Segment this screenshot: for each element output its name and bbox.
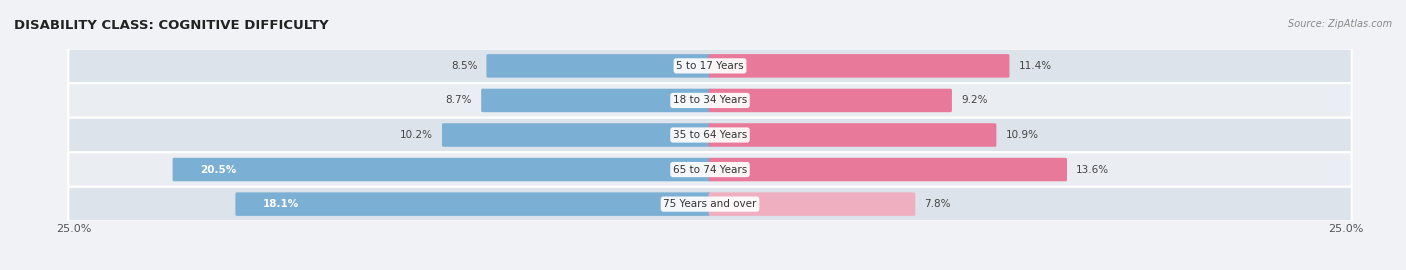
Text: 13.6%: 13.6%: [1076, 164, 1109, 175]
Text: Source: ZipAtlas.com: Source: ZipAtlas.com: [1288, 19, 1392, 29]
FancyBboxPatch shape: [441, 123, 711, 147]
Text: DISABILITY CLASS: COGNITIVE DIFFICULTY: DISABILITY CLASS: COGNITIVE DIFFICULTY: [14, 19, 329, 32]
FancyBboxPatch shape: [69, 49, 1351, 83]
Text: 9.2%: 9.2%: [962, 95, 987, 106]
Text: 8.5%: 8.5%: [451, 61, 477, 71]
Text: 10.9%: 10.9%: [1005, 130, 1039, 140]
FancyBboxPatch shape: [709, 89, 952, 112]
FancyBboxPatch shape: [709, 158, 1067, 181]
FancyBboxPatch shape: [709, 54, 1010, 78]
Text: 8.7%: 8.7%: [446, 95, 472, 106]
FancyBboxPatch shape: [69, 152, 1351, 187]
FancyBboxPatch shape: [69, 83, 1351, 118]
Text: 75 Years and over: 75 Years and over: [664, 199, 756, 209]
Text: 11.4%: 11.4%: [1018, 61, 1052, 71]
FancyBboxPatch shape: [486, 54, 711, 78]
Text: 18 to 34 Years: 18 to 34 Years: [673, 95, 747, 106]
Text: 10.2%: 10.2%: [399, 130, 433, 140]
FancyBboxPatch shape: [235, 192, 711, 216]
FancyBboxPatch shape: [69, 118, 1351, 152]
Text: 35 to 64 Years: 35 to 64 Years: [673, 130, 747, 140]
FancyBboxPatch shape: [709, 123, 997, 147]
Text: 25.0%: 25.0%: [1329, 224, 1364, 234]
FancyBboxPatch shape: [69, 187, 1351, 221]
FancyBboxPatch shape: [481, 89, 711, 112]
FancyBboxPatch shape: [709, 192, 915, 216]
Text: 7.8%: 7.8%: [925, 199, 950, 209]
Text: 25.0%: 25.0%: [56, 224, 91, 234]
FancyBboxPatch shape: [173, 158, 711, 181]
Text: 18.1%: 18.1%: [263, 199, 299, 209]
Text: 5 to 17 Years: 5 to 17 Years: [676, 61, 744, 71]
Text: 65 to 74 Years: 65 to 74 Years: [673, 164, 747, 175]
Text: 20.5%: 20.5%: [200, 164, 236, 175]
